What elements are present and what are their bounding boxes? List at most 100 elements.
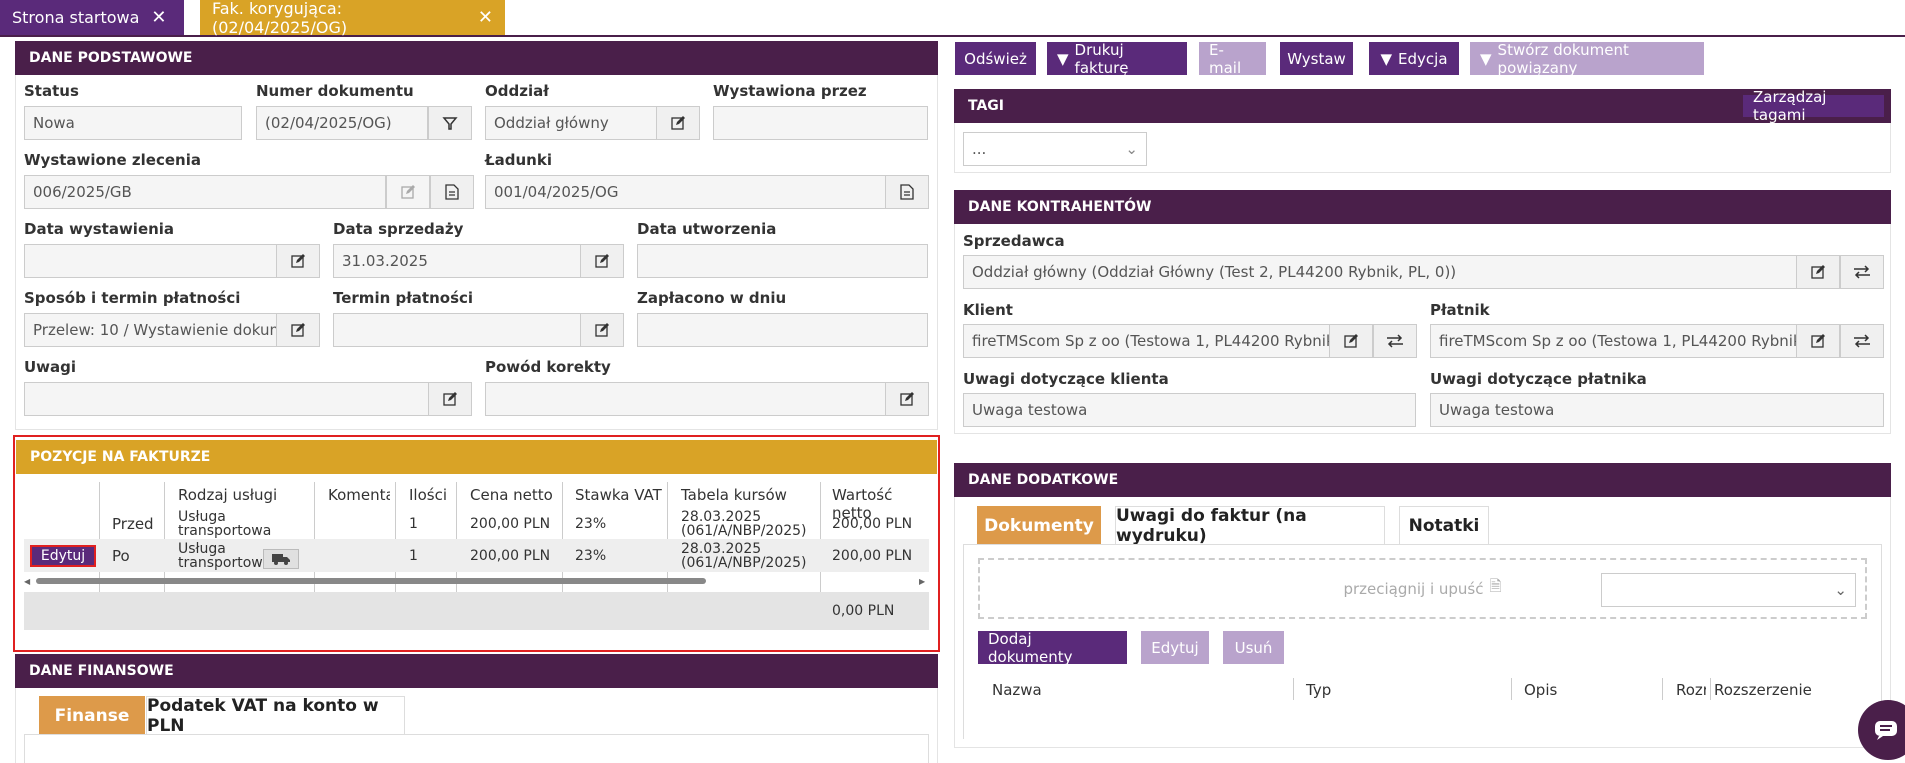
edit-icon[interactable]	[1796, 324, 1840, 358]
edit-icon[interactable]	[276, 244, 320, 278]
tab-documents[interactable]: Dokumenty	[977, 506, 1101, 544]
create-related-button[interactable]: ▼ Stwórz dokument powiązany	[1470, 41, 1704, 77]
branch-field[interactable]: Oddział główny	[485, 106, 657, 140]
payer-field[interactable]: fireTMScom Sp z oo (Testowa 1, PL44200 R…	[1430, 324, 1797, 358]
truck-icon[interactable]	[263, 549, 299, 569]
tab-vat[interactable]: Podatek VAT na konto w PLN	[146, 696, 405, 736]
col-header[interactable]: Typ	[1306, 681, 1332, 699]
col-header[interactable]: Cena netto	[470, 486, 553, 504]
doc-number-label: Numer dokumentu	[256, 82, 414, 100]
col-header[interactable]: Opis	[1524, 681, 1558, 699]
edit-icon[interactable]	[428, 382, 472, 416]
table-row[interactable]: Edytuj Po Usługa transportowa 1 200,00 P…	[24, 539, 929, 572]
refresh-button[interactable]: Odśwież	[955, 42, 1036, 75]
payment-due-field[interactable]	[333, 313, 581, 347]
col-header[interactable]: Stawka VAT	[575, 486, 662, 504]
tab-invoice[interactable]: Fak. korygująca: (02/04/2025/OG) ✕	[200, 0, 505, 37]
document-icon[interactable]	[430, 175, 474, 209]
payer-notes-field[interactable]: Uwaga testowa	[1430, 393, 1884, 427]
paid-date-field[interactable]	[637, 313, 928, 347]
documents-content	[963, 544, 1882, 739]
swap-icon[interactable]	[1373, 324, 1417, 358]
button-label: Drukuj fakturę	[1074, 40, 1129, 77]
scrollbar-thumb[interactable]	[36, 578, 706, 584]
drop-zone[interactable]: przeciągnij i upuść 🗎	[978, 558, 1867, 619]
tags-select[interactable]: ... ⌄	[963, 132, 1147, 166]
extra-panel	[954, 497, 1891, 748]
tab-label: Fak. korygująca: (02/04/2025/OG)	[212, 0, 348, 37]
close-icon[interactable]: ✕	[151, 7, 167, 28]
orders-field[interactable]: 006/2025/GB	[24, 175, 386, 209]
client-notes-field[interactable]: Uwaga testowa	[963, 393, 1416, 427]
row-type: Przed	[112, 515, 154, 533]
seller-label: Sprzedawca	[963, 232, 1065, 250]
document-type-select[interactable]: ⌄	[1601, 573, 1856, 607]
edit-icon[interactable]	[885, 382, 929, 416]
close-icon[interactable]: ✕	[477, 7, 493, 28]
col-header[interactable]: Rodzaj usługi	[178, 486, 278, 504]
document-icon[interactable]	[885, 175, 929, 209]
col-header[interactable]: Rozr	[1676, 681, 1706, 699]
edit-menu-button[interactable]: ▼ Edycja	[1369, 42, 1459, 75]
section-title: DANE DODATKOWE	[968, 472, 1119, 488]
issued-by-field[interactable]	[713, 106, 928, 140]
edit-icon[interactable]	[656, 106, 700, 140]
issue-date-field[interactable]	[24, 244, 277, 278]
file-icon: 🗎	[1489, 577, 1502, 595]
col-header[interactable]: Tabela kursów	[681, 486, 787, 504]
row-vat: 23%	[575, 548, 607, 564]
edit-icon[interactable]	[580, 244, 624, 278]
edit-icon[interactable]	[1796, 255, 1840, 289]
edit-icon[interactable]	[580, 313, 624, 347]
delete-document-button[interactable]: Usuń	[1223, 631, 1284, 664]
payment-due-label: Termin płatności	[333, 289, 474, 307]
edit-row-button[interactable]: Edytuj	[30, 545, 96, 567]
created-date-label: Data utworzenia	[637, 220, 777, 238]
col-header[interactable]: Ilości	[409, 486, 447, 504]
tab-home[interactable]: Strona startowa ✕	[0, 0, 184, 35]
row-qty: 1	[409, 548, 418, 564]
add-documents-button[interactable]: Dodaj dokumenty	[978, 630, 1127, 666]
col-header[interactable]: Nazwa	[992, 681, 1042, 699]
swap-icon[interactable]	[1840, 255, 1884, 289]
doc-number-field[interactable]: (02/04/2025/OG)	[256, 106, 428, 140]
row-service: Usługa transportowa	[178, 541, 272, 571]
col-header[interactable]: Komenta	[328, 486, 390, 504]
cargo-field[interactable]: 001/04/2025/OG	[485, 175, 886, 209]
edit-icon[interactable]	[1329, 324, 1373, 358]
print-invoice-button[interactable]: ▼ Drukuj fakturę	[1047, 40, 1187, 77]
issue-button[interactable]: Wystaw	[1280, 42, 1353, 75]
issue-date-label: Data wystawienia	[24, 220, 175, 238]
payment-method-field[interactable]: Przelew: 10 / Wystawienie dokumentu	[24, 313, 277, 347]
client-field[interactable]: fireTMScom Sp z oo (Testowa 1, PL44200 R…	[963, 324, 1330, 358]
tab-notes[interactable]: Notatki	[1399, 506, 1489, 544]
table-row[interactable]: Przed Usługa transportowa 1 200,00 PLN 2…	[24, 507, 929, 539]
section-title: TAGI	[968, 98, 1004, 114]
filter-icon[interactable]	[428, 106, 472, 140]
swap-icon[interactable]	[1840, 324, 1884, 358]
horizontal-scrollbar[interactable]: ◀ ▶	[24, 577, 926, 586]
sale-date-field[interactable]: 31.03.2025	[333, 244, 581, 278]
tab-invoice-notes[interactable]: Uwagi do faktur (na wydruku)	[1115, 506, 1385, 546]
positions-highlight	[13, 435, 940, 652]
seller-field[interactable]: Oddział główny (Oddział Główny (Test 2, …	[963, 255, 1797, 289]
correction-reason-field[interactable]	[485, 382, 886, 416]
notes-label: Uwagi	[24, 358, 77, 376]
manage-tags-button[interactable]: Zarządzaj tagami	[1743, 88, 1884, 124]
email-button[interactable]: E-mail	[1199, 41, 1266, 77]
chat-icon	[1875, 721, 1897, 740]
payment-method-label: Sposób i termin płatności	[24, 289, 241, 307]
chat-button[interactable]	[1858, 700, 1905, 760]
tab-finance[interactable]: Finanse	[39, 696, 145, 734]
section-header-positions: POZYCJE NA FAKTURZE	[16, 440, 937, 474]
status-field[interactable]: Nowa	[24, 106, 242, 140]
row-net: 200,00 PLN	[832, 548, 913, 564]
col-header[interactable]: Wartość netto	[832, 486, 893, 522]
totals-row: 0,00 PLN	[24, 592, 929, 630]
col-header[interactable]: Rozszerzenie	[1714, 681, 1812, 699]
notes-field[interactable]	[24, 382, 429, 416]
edit-icon[interactable]	[276, 313, 320, 347]
edit-document-button[interactable]: Edytuj	[1141, 631, 1209, 664]
section-header-tags: TAGI	[954, 89, 1891, 123]
created-date-field[interactable]	[637, 244, 928, 278]
